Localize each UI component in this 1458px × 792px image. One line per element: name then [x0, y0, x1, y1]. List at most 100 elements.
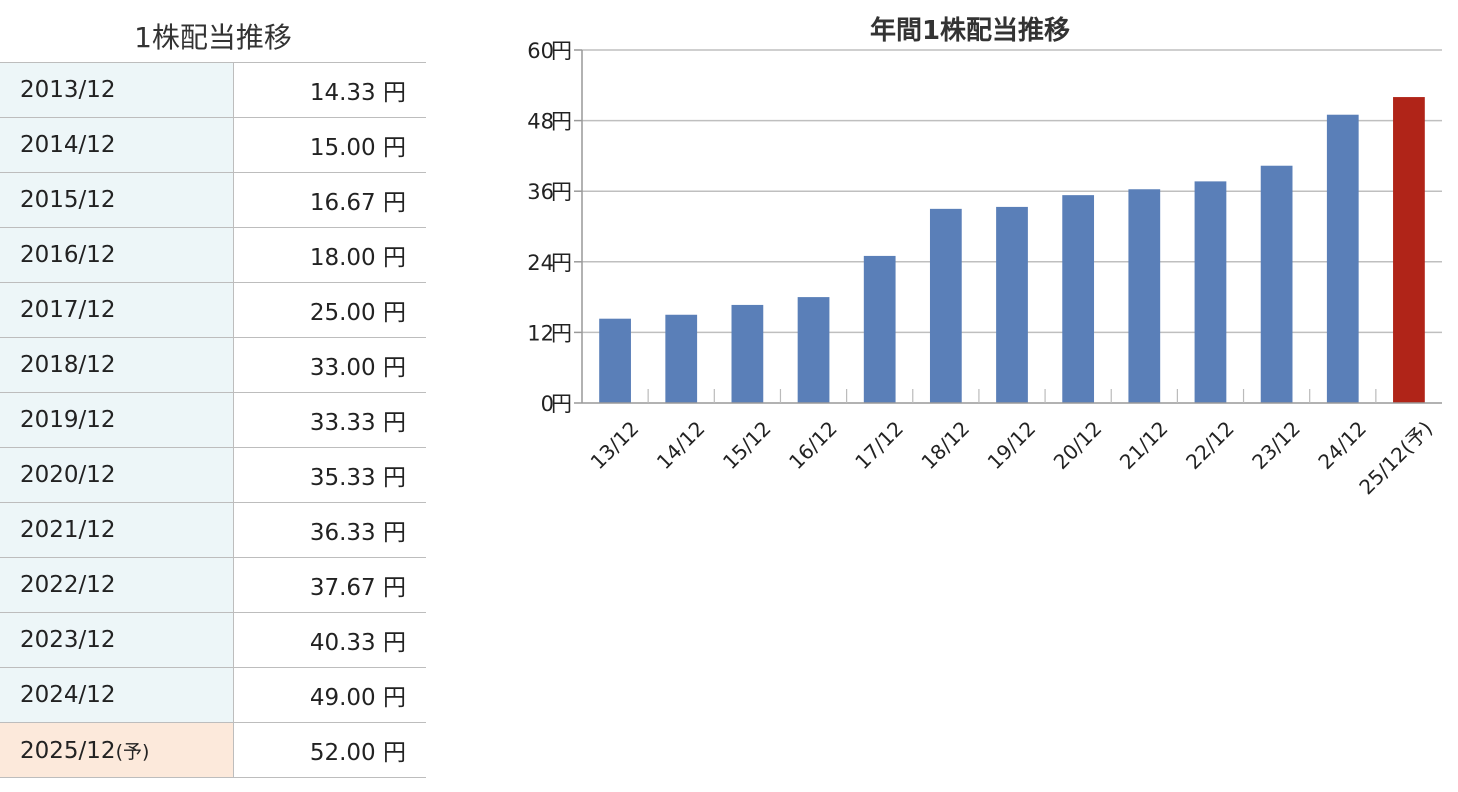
table-row: 2015/12 16.67 円 [0, 172, 426, 228]
y-tick-label: 60 [527, 39, 554, 63]
table-cell-year: 2024/12 [0, 667, 234, 723]
forecast-suffix: (予) [115, 740, 150, 763]
year-label: 2022/12 [20, 572, 116, 598]
dividend-value: 52.00 [309, 740, 376, 766]
year-label: 2017/12 [20, 297, 116, 323]
axes [581, 50, 1442, 404]
table-cell-value: 18.00 円 [233, 227, 426, 283]
table-cell-year: 2020/12 [0, 447, 234, 503]
dividend-value: 14.33 [309, 80, 376, 106]
table-row: 2016/12 18.00 円 [0, 227, 426, 283]
table-cell-value: 36.33 円 [233, 502, 426, 558]
dividend-chart-panel: 年間1株配当推移 0 円 12 円 24 円 36 円 48 円 60 円 13/12 14/12 15/… [460, 0, 1458, 560]
dividend-value: 18.00 [309, 245, 376, 271]
table-row: 2017/12 25.00 円 [0, 282, 426, 338]
bar [929, 208, 962, 403]
dividend-value: 40.33 [309, 630, 376, 656]
year-label: 2021/12 [20, 517, 116, 543]
dividend-table: 2013/12 14.33 円 2014/12 15.00 円 2015/12 16.67… [0, 62, 426, 778]
dividend-table-panel: 1株配当推移 2013/12 14.33 円 2014/12 15.00 円 2015/… [0, 0, 426, 792]
table-cell-value: 37.67 円 [233, 557, 426, 613]
table-cell-value: 49.00 円 [233, 667, 426, 723]
unit-label: 円 [383, 575, 406, 601]
table-cell-year: 2017/12 [0, 282, 234, 338]
table-cell-year: 2015/12 [0, 172, 234, 228]
x-tick-label: 14/12 [652, 416, 710, 474]
x-tick-label: 18/12 [916, 416, 974, 474]
x-tick-label: 23/12 [1247, 416, 1305, 474]
y-tick-label: 36 [527, 180, 554, 204]
year-label: 2014/12 [20, 132, 116, 158]
x-tick-label: 19/12 [983, 416, 1041, 474]
table-row: 2022/12 37.67 円 [0, 557, 426, 613]
table-title: 1株配当推移 [134, 21, 292, 54]
table-row: 2018/12 33.00 円 [0, 337, 426, 393]
y-tick-unit: 円 [551, 110, 572, 134]
table-cell-year: 2019/12 [0, 392, 234, 448]
bar [599, 318, 631, 403]
table-row: 2021/12 36.33 円 [0, 502, 426, 558]
table-cell-year: 2014/12 [0, 117, 234, 173]
dividend-value: 49.00 [309, 685, 376, 711]
year-label: 2016/12 [20, 242, 116, 268]
bar [1062, 195, 1095, 403]
table-row: 2020/12 35.33 円 [0, 447, 426, 503]
x-tick-label: 20/12 [1049, 416, 1107, 474]
unit-label: 円 [383, 520, 406, 546]
table-cell-year: 2013/12 [0, 62, 234, 118]
year-label: 2025/12 [20, 737, 116, 764]
table-row: 2014/12 15.00 円 [0, 117, 426, 173]
table-row: 2013/12 14.33 円 [0, 62, 426, 118]
table-cell-year: 2023/12 [0, 612, 234, 668]
table-cell-value: 52.00 円 [233, 722, 426, 778]
x-tick-labels: 13/12 14/12 15/12 16/12 17/12 18/12 19/12 20/12… [586, 416, 1438, 499]
table-cell-year: 2018/12 [0, 337, 234, 393]
x-tick-label: 13/12 [586, 416, 644, 474]
bar [797, 297, 830, 403]
year-label: 2020/12 [20, 462, 116, 488]
chart-title: 年間1株配当推移 [870, 15, 1070, 46]
bar [1194, 181, 1227, 403]
table-row: 2023/12 40.33 円 [0, 612, 426, 668]
bars [599, 97, 1425, 404]
table-cell-value: 16.67 円 [233, 172, 426, 228]
y-tick-unit: 円 [551, 180, 572, 204]
y-tick-unit: 円 [551, 251, 572, 275]
x-tick-label: 21/12 [1115, 416, 1173, 474]
table-cell-value: 14.33 円 [233, 62, 426, 118]
bar [1128, 189, 1161, 403]
table-row: 2019/12 33.33 円 [0, 392, 426, 448]
table-row: 2024/12 49.00 円 [0, 667, 426, 723]
bar-forecast [1393, 97, 1425, 404]
dividend-value: 16.67 [309, 190, 376, 216]
table-cell-value: 33.00 円 [233, 337, 426, 393]
unit-label: 円 [383, 355, 406, 381]
unit-label: 円 [383, 630, 406, 656]
year-label: 2023/12 [20, 627, 116, 653]
y-tick-unit: 円 [551, 39, 572, 63]
unit-label: 円 [383, 465, 406, 491]
x-tick-label: 15/12 [718, 416, 776, 474]
unit-label: 円 [383, 685, 406, 711]
y-tick-label: 0 [541, 392, 554, 416]
bar [996, 206, 1028, 403]
unit-label: 円 [383, 80, 406, 106]
year-label: 2024/12 [20, 682, 116, 708]
y-tick-label: 48 [527, 110, 554, 134]
y-tick-label: 24 [527, 251, 554, 275]
dividend-value: 33.33 [309, 410, 376, 436]
table-cell-year: 2025/12(予) [0, 722, 234, 778]
bar [731, 304, 764, 403]
unit-label: 円 [383, 245, 406, 271]
y-tick-label: 12 [527, 321, 554, 345]
year-label: 2013/12 [20, 77, 116, 103]
x-tick-label: 25/12(予) [1354, 416, 1437, 499]
dividend-value: 25.00 [309, 300, 376, 326]
dividend-value: 15.00 [309, 135, 376, 161]
year-label: 2018/12 [20, 352, 116, 378]
dividend-value: 35.33 [309, 465, 376, 491]
x-tick-label: 16/12 [784, 416, 842, 474]
x-tick-label: 24/12 [1313, 416, 1371, 474]
